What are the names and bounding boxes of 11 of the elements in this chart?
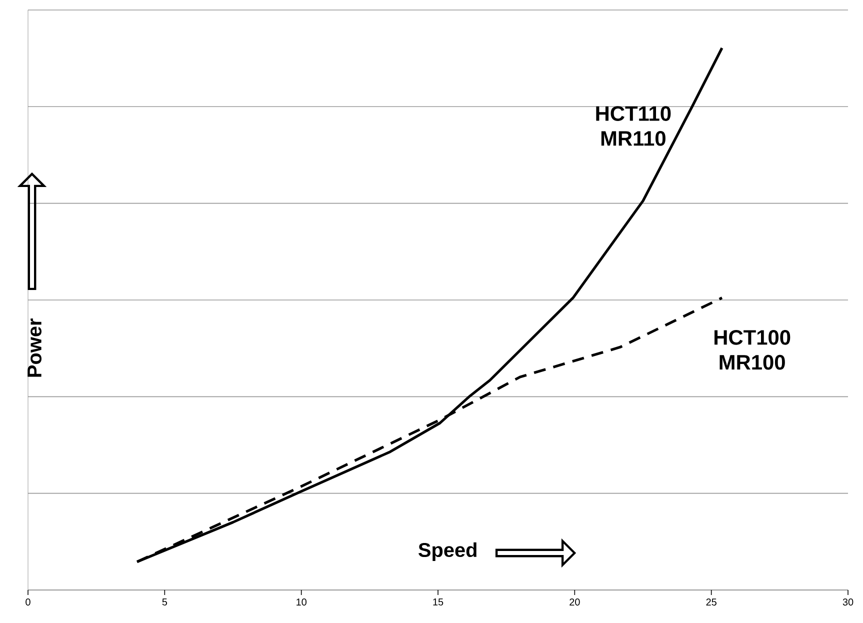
x-tick-label: 25 bbox=[706, 598, 716, 606]
x-tick-label: 30 bbox=[842, 598, 854, 606]
x-tick-label: 15 bbox=[433, 598, 444, 606]
series-label: HCT100 MR100 bbox=[714, 330, 790, 370]
x-axis-title: Speed bbox=[418, 542, 476, 562]
x-tick-label: 0 bbox=[26, 598, 30, 606]
x-tick-label: 10 bbox=[296, 598, 306, 606]
x-tick-label: 20 bbox=[570, 598, 580, 606]
y-axis-title: Power bbox=[28, 318, 42, 377]
x-tick-label: 5 bbox=[162, 598, 168, 606]
series-label: HCT110 MR110 bbox=[596, 106, 671, 146]
